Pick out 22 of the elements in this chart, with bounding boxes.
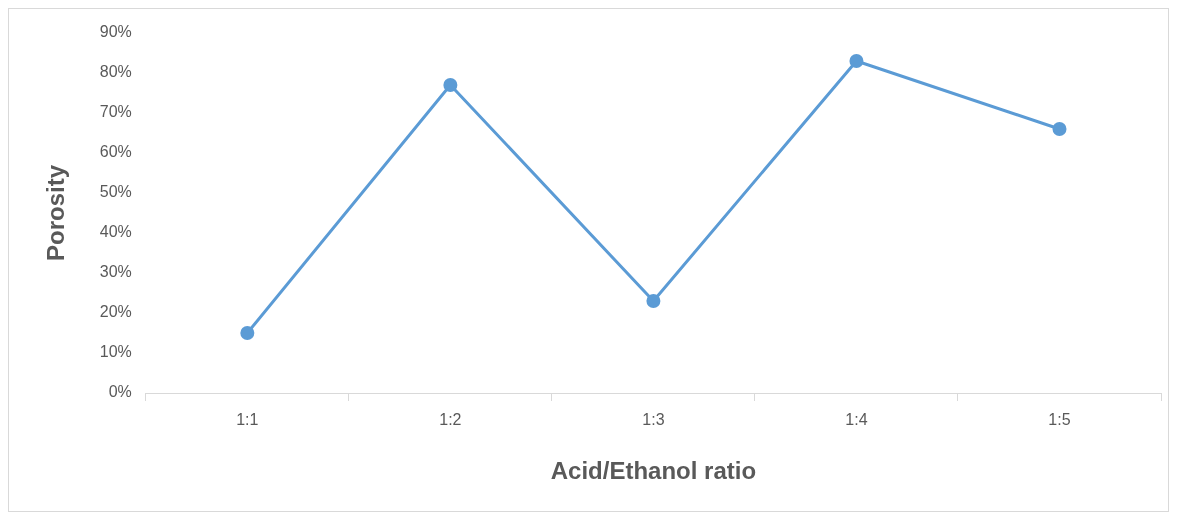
- x-tick-label: 1:5: [1048, 411, 1071, 429]
- y-tick-label: 30%: [99, 263, 132, 281]
- x-axis-title: Acid/Ethanol ratio: [550, 457, 757, 485]
- y-tick-label: 20%: [99, 303, 132, 321]
- y-tick-label: 40%: [99, 223, 132, 241]
- y-tick-label: 0%: [108, 383, 132, 401]
- point: [646, 294, 661, 308]
- point: [240, 326, 255, 340]
- x-tick-label: 1:3: [642, 411, 665, 429]
- x-tick-label: 1:4: [845, 411, 868, 429]
- y-tick-label: 60%: [99, 143, 132, 161]
- y-axis-title: Porosity: [42, 164, 70, 262]
- y-tick-label: 90%: [99, 23, 132, 41]
- y-tick-label: 10%: [99, 343, 132, 361]
- x-tick-label: 1:1: [236, 411, 259, 429]
- x-tick-label: 1:2: [439, 411, 462, 429]
- y-tick-label: 80%: [99, 63, 132, 81]
- y-tick-label: 50%: [99, 183, 132, 201]
- point: [1052, 122, 1067, 136]
- point: [443, 78, 458, 92]
- point: [849, 54, 864, 68]
- y-tick-label: 70%: [99, 103, 132, 121]
